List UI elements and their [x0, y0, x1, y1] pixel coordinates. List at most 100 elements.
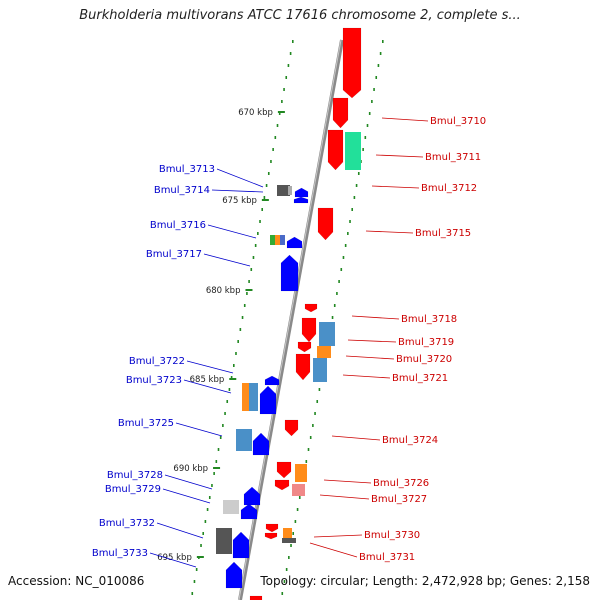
gene-bmul-3718[interactable] [304, 303, 318, 313]
gene-arrow [252, 432, 270, 456]
gene-bmul-3716[interactable] [286, 236, 303, 249]
leader-line [342, 374, 391, 379]
gene-bmul-3719[interactable] [301, 317, 317, 343]
gene-label-bmul-3724[interactable]: Bmul_3724 [382, 435, 438, 446]
track-dot [272, 148, 274, 151]
track-dot [362, 148, 364, 151]
gene-label-bmul-3731[interactable]: Bmul_3731 [359, 552, 415, 563]
gene-bmul-3717[interactable] [280, 254, 299, 292]
gene-label-bmul-3710[interactable]: Bmul_3710 [430, 116, 486, 127]
leader-line [186, 360, 234, 374]
track-dot [364, 136, 367, 139]
gene-bmul-3731[interactable] [264, 532, 278, 540]
leader-line [375, 154, 424, 158]
gene-arrow [286, 236, 303, 249]
track-dot [283, 88, 285, 91]
leader-line [211, 189, 264, 193]
track-dot [340, 268, 343, 271]
track-dot [202, 532, 205, 535]
gene-label-bmul-3712[interactable]: Bmul_3712 [421, 183, 477, 194]
track-dot [191, 592, 194, 595]
track-dot [294, 520, 297, 523]
gene-bmul-3711[interactable] [327, 129, 344, 171]
gene-label-bmul-3719[interactable]: Bmul_3719 [398, 337, 454, 348]
gene-label-bmul-3733[interactable]: Bmul_3733 [92, 548, 148, 559]
track-dot [283, 580, 286, 583]
gene-arrow [264, 532, 278, 540]
track-dot [366, 124, 369, 127]
gene-label-bmul-3711[interactable]: Bmul_3711 [425, 152, 481, 163]
accession-text: Accession: NC_010086 [8, 574, 145, 588]
track-dot [195, 568, 198, 571]
gene-label-bmul-3728[interactable]: Bmul_3728 [107, 470, 163, 481]
track-dot [281, 100, 283, 103]
track-dot [235, 352, 237, 355]
track-dot [318, 388, 321, 391]
gene-bmul-3727[interactable] [274, 479, 290, 491]
gene-arrow [232, 531, 250, 559]
gene-label-bmul-3729[interactable]: Bmul_3729 [105, 484, 161, 495]
gene-label-bmul-3732[interactable]: Bmul_3732 [99, 518, 155, 529]
leader-line [351, 315, 400, 320]
gene-bmul-3720[interactable] [297, 341, 312, 353]
gene-bmul-3713[interactable] [294, 187, 309, 198]
gene-label-bmul-3713[interactable]: Bmul_3713 [159, 164, 215, 175]
track-dot [265, 184, 268, 187]
gene-bmul-3714[interactable] [293, 196, 309, 204]
track-dot [232, 364, 235, 367]
track-dot [241, 316, 244, 319]
gene-label-bmul-3717[interactable]: Bmul_3717 [146, 249, 202, 260]
gene-arrow [297, 341, 312, 353]
gene-label-bmul-3726[interactable]: Bmul_3726 [373, 478, 429, 489]
leader-line [331, 435, 381, 441]
gene-bmul-3729[interactable] [240, 503, 258, 520]
gene-top-segment[interactable] [342, 27, 362, 99]
track-dot [219, 436, 222, 439]
gene-bmul-3710[interactable] [332, 97, 349, 129]
gene-bmul-3732[interactable] [232, 531, 250, 559]
gene-label-bmul-3720[interactable]: Bmul_3720 [396, 354, 452, 365]
gene-label-bmul-3730[interactable]: Bmul_3730 [364, 530, 420, 541]
track-dot [261, 208, 264, 211]
cog-box [282, 538, 296, 543]
track-dot [349, 220, 351, 223]
track-dot [373, 88, 375, 91]
gene-bmul-3728[interactable] [243, 486, 261, 506]
track-dot [316, 400, 319, 403]
track-dot [347, 232, 349, 235]
gene-label-bmul-3716[interactable]: Bmul_3716 [150, 220, 206, 231]
track-dot [382, 40, 384, 43]
gene-bmul-3724[interactable] [284, 419, 299, 437]
gene-bottom-segment[interactable] [249, 595, 263, 600]
leader-line [164, 474, 213, 490]
tick-label: 670 kbp [238, 108, 273, 118]
gene-bmul-3723[interactable] [259, 385, 277, 415]
gene-label-bmul-3725[interactable]: Bmul_3725 [118, 418, 174, 429]
track-dot [305, 460, 308, 463]
gene-arrow [240, 503, 258, 520]
gene-label-bmul-3718[interactable]: Bmul_3718 [401, 314, 457, 325]
gene-label-bmul-3722[interactable]: Bmul_3722 [129, 356, 185, 367]
gene-arrow [327, 129, 344, 171]
gene-bmul-3721[interactable] [295, 353, 311, 381]
track-dot [353, 196, 356, 199]
gene-bmul-3733[interactable] [225, 561, 243, 589]
gene-bmul-3725[interactable] [252, 432, 270, 456]
leader-line [345, 355, 395, 360]
leader-line [183, 379, 232, 394]
gene-label-bmul-3714[interactable]: Bmul_3714 [154, 185, 210, 196]
cog-box [223, 500, 239, 514]
gene-label-bmul-3721[interactable]: Bmul_3721 [392, 373, 448, 384]
gene-label-bmul-3723[interactable]: Bmul_3723 [126, 375, 182, 386]
gene-label-bmul-3715[interactable]: Bmul_3715 [415, 228, 471, 239]
track-dot [379, 52, 382, 55]
track-dot [230, 376, 233, 379]
track-dot [252, 256, 255, 259]
gene-label-bmul-3727[interactable]: Bmul_3727 [371, 494, 427, 505]
gene-bmul-3726[interactable] [276, 461, 292, 479]
leader-line [207, 224, 257, 239]
gene-bmul-3715[interactable] [317, 207, 334, 241]
gene-bmul-3722[interactable] [264, 375, 280, 386]
gene-bmul-3730[interactable] [265, 523, 279, 533]
